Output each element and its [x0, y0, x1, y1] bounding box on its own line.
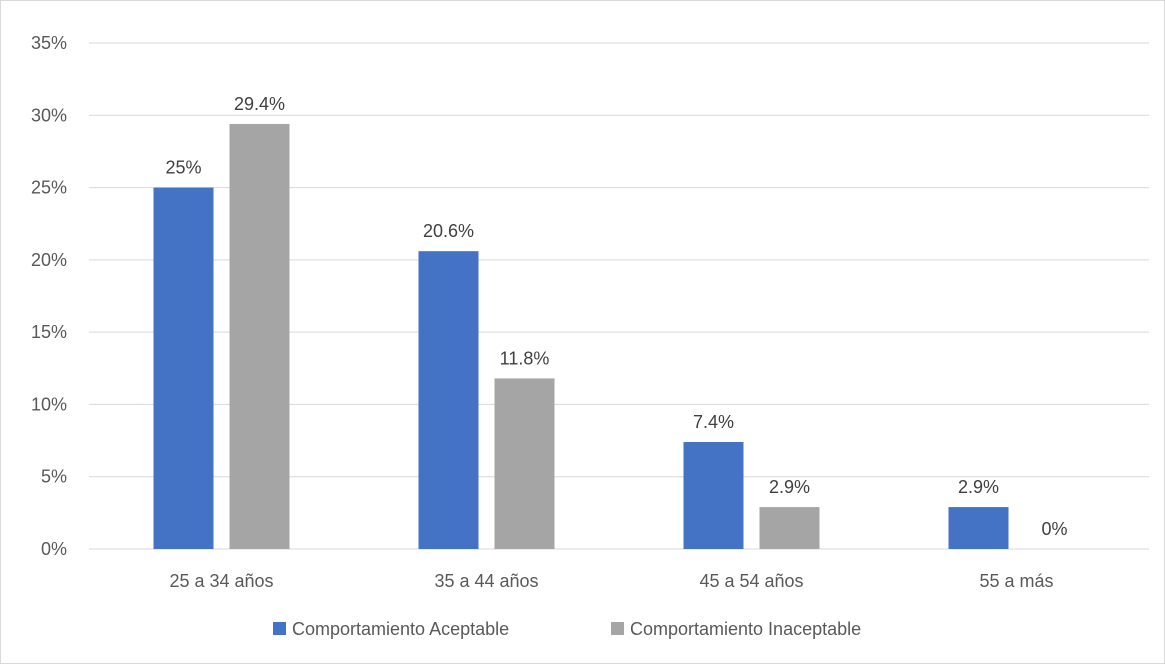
y-tick-label: 30%: [31, 105, 67, 125]
bar-aceptable-2: [684, 442, 744, 549]
y-tick-label: 0%: [41, 539, 67, 559]
y-tick-label: 5%: [41, 467, 67, 487]
data-label: 7.4%: [693, 412, 734, 432]
legend-label-1: Comportamiento Inaceptable: [630, 619, 861, 639]
data-labels: 25% 29.4% 20.6% 11.8% 7.4% 2.9% 2.9% 0%: [165, 94, 1067, 539]
y-axis-tick-labels: 0% 5% 10% 15% 20% 25% 30% 35%: [31, 33, 67, 559]
y-tick-label: 20%: [31, 250, 67, 270]
data-label: 11.8%: [500, 348, 550, 368]
data-label: 2.9%: [958, 477, 999, 497]
x-category-label: 25 a 34 años: [169, 571, 273, 591]
data-label: 2.9%: [769, 477, 810, 497]
x-category-label: 45 a 54 años: [699, 571, 803, 591]
y-tick-label: 25%: [31, 178, 67, 198]
x-axis-category-labels: 25 a 34 años 35 a 44 años 45 a 54 años 55 a…: [169, 571, 1053, 591]
data-label: 20.6%: [423, 221, 474, 241]
data-label: 25%: [165, 158, 201, 178]
data-label: 0%: [1041, 519, 1067, 539]
legend-swatch-1: [611, 622, 624, 635]
bar-aceptable-0: [154, 188, 214, 549]
y-tick-label: 35%: [31, 33, 67, 53]
y-tick-label: 15%: [31, 322, 67, 342]
bar-inaceptable-1: [495, 378, 555, 549]
legend: Comportamiento Aceptable Comportamiento I…: [273, 619, 861, 639]
bar-inaceptable-0: [230, 124, 290, 549]
y-tick-label: 10%: [31, 394, 67, 414]
bar-inaceptable-2: [760, 507, 820, 549]
bar-aceptable-3: [949, 507, 1009, 549]
x-category-label: 35 a 44 años: [434, 571, 538, 591]
data-label: 29.4%: [234, 94, 285, 114]
legend-swatch-0: [273, 622, 286, 635]
legend-label-0: Comportamiento Aceptable: [292, 619, 509, 639]
x-category-label: 55 a más: [979, 571, 1053, 591]
bar-aceptable-1: [419, 251, 479, 549]
